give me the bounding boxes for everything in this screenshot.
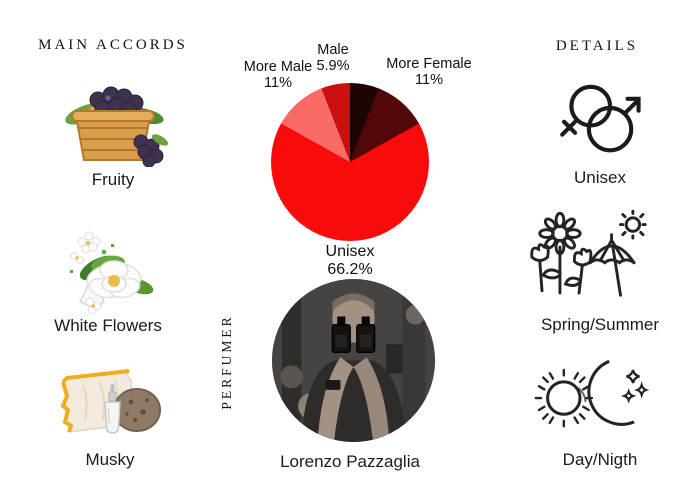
perfumer-photo <box>272 279 435 442</box>
gender-unisex-icon <box>553 73 645 170</box>
flowers-umbrella-sun-icon <box>525 209 651 307</box>
gender-pie-chart <box>271 83 429 241</box>
pie-label-more-female: More Female 11% <box>386 56 472 89</box>
musk-fur-dropper-image <box>53 362 163 452</box>
pie-label-more-male: More Male 11% <box>243 59 313 92</box>
perfumer-name: Lorenzo Pazzaglia <box>280 452 420 471</box>
accord-label-white-flowers: White Flowers <box>54 316 162 335</box>
detail-label-unisex: Unisex <box>574 168 626 187</box>
sun-moon-stars-icon <box>533 357 653 442</box>
accord-label-musky: Musky <box>85 450 135 469</box>
grapes-basket-image <box>58 72 169 172</box>
detail-label-spring-summer: Spring/Summer <box>540 315 660 334</box>
details-heading: DETAILS <box>555 38 639 54</box>
main-accords-heading: MAIN ACCORDS <box>38 37 188 53</box>
white-flower-vase-image <box>56 226 156 321</box>
pie-label-male: Male 5.9% <box>316 42 350 75</box>
accord-label-fruity: Fruity <box>91 170 135 189</box>
pie-label-unisex: Unisex 66.2% <box>325 243 375 278</box>
perfumer-section-label: PERFUMER <box>219 314 234 410</box>
detail-label-day-night: Day/Nigth <box>562 450 638 469</box>
